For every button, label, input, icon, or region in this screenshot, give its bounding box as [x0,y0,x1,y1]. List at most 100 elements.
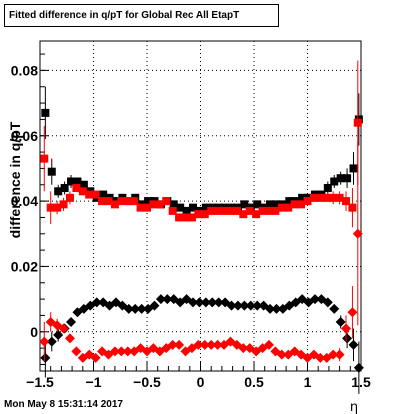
data-point [174,339,185,350]
grid-lines [40,41,361,371]
data-point [253,200,262,209]
data-point [342,333,353,344]
data-point [47,167,56,176]
data-point [60,184,69,193]
data-point [322,193,331,202]
y-tick-label: 0.02 [11,258,38,274]
data-point [329,303,340,314]
data-point [252,210,261,219]
data-point [348,203,357,212]
data-point [59,200,68,209]
x-axis-label: η [350,400,358,414]
data-point [65,193,74,202]
data-point [136,203,145,212]
data-point [330,177,339,186]
data-point [54,187,63,196]
data-point [276,349,287,360]
data-point [98,197,107,206]
data-point [187,213,196,222]
data-point [169,200,178,209]
series-3 [39,142,363,363]
data-point [58,323,69,334]
data-point [155,200,164,209]
data-point [309,193,318,202]
data-point [352,228,363,239]
data-point [245,206,254,215]
data-point [335,193,344,202]
data-point [162,197,171,206]
data-point [73,177,82,186]
data-point [303,197,312,206]
data-point [239,210,248,219]
y-tick-label: 0.06 [11,128,38,144]
data-point [46,336,57,347]
data-point [342,197,351,206]
data-point [297,200,306,209]
data-point [353,362,364,373]
data-point [78,187,87,196]
data-point [39,336,50,347]
data-point [109,346,120,357]
data-point [155,294,166,305]
data-point [71,346,82,357]
data-point [99,190,108,199]
data-point [271,303,282,314]
data-point [347,307,358,318]
data-point [167,339,178,350]
data-point [240,200,249,209]
data-point [265,303,276,314]
data-point [336,174,345,183]
data-point [263,339,274,350]
y-tick-label: 0.08 [11,62,38,78]
data-point [40,154,49,163]
data-point [130,303,141,314]
data-point [136,303,147,314]
y-axis-label: difference in q/pT [7,121,23,238]
data-point [194,297,205,308]
data-point [53,330,64,341]
chart-title: Fitted difference in q/pT for Global Rec… [4,4,279,27]
data-point [85,190,94,199]
data-point [104,197,113,206]
data-point [193,339,204,350]
data-point [91,190,100,199]
data-point [53,203,62,212]
data-point [220,206,229,215]
data-point [226,300,237,311]
data-point [181,213,190,222]
data-point [213,206,222,215]
x-tick-label: −0.5 [133,374,161,390]
data-point [67,177,76,186]
data-point [290,200,299,209]
data-point [284,203,293,212]
data-point [348,339,359,350]
data-point [46,203,55,212]
data-point [182,206,191,215]
data-point [91,297,102,308]
data-point [200,210,209,219]
data-point [353,118,362,127]
data-point [207,297,218,308]
data-point [201,203,210,212]
data-point [149,200,158,209]
data-point [123,303,134,314]
data-point [189,203,198,212]
x-tick-label: 0.5 [244,374,264,390]
data-point [200,297,211,308]
data-point [212,339,223,350]
x-tick-label: 0 [197,374,205,390]
x-tick-label: −1.5 [26,374,54,390]
data-point [149,300,160,311]
data-point [206,339,217,350]
data-point [298,193,307,202]
data-point [123,197,132,206]
data-point [110,200,119,209]
data-point [349,164,358,173]
data-point [176,203,185,212]
data-point [90,352,101,363]
data-point [322,297,333,308]
data-point [122,346,133,357]
data-point [335,316,346,327]
